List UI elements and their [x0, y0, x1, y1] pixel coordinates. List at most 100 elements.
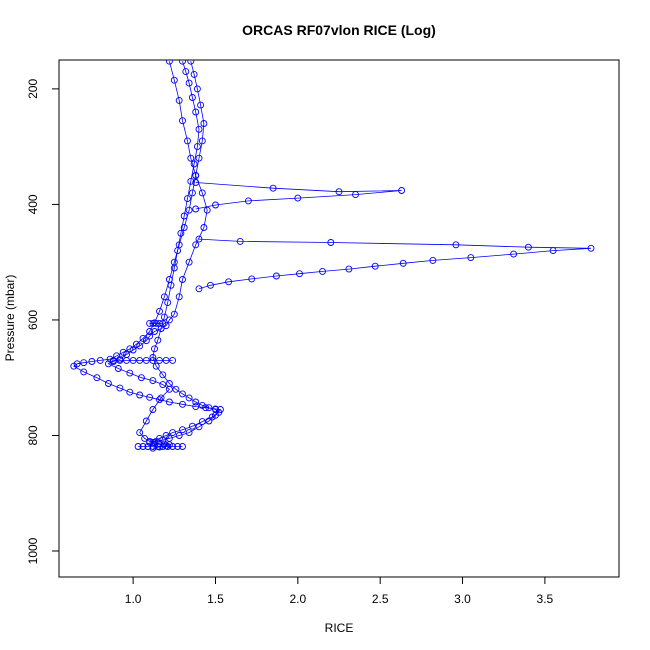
y-axis-label: Pressure (mbar)	[3, 275, 17, 362]
data-point	[113, 352, 121, 360]
data-point	[198, 189, 206, 197]
data-point	[109, 356, 117, 364]
data-point	[179, 400, 186, 408]
chart-title: ORCAS RF07vlon RICE (Log)	[242, 22, 436, 38]
data-point	[142, 356, 150, 364]
data-point	[179, 443, 186, 450]
data-point	[190, 70, 198, 78]
data-point	[116, 384, 124, 392]
data-point	[195, 285, 203, 293]
data-point	[146, 393, 154, 401]
data-point	[193, 85, 201, 93]
series-layer	[70, 60, 595, 452]
data-point	[236, 237, 244, 245]
data-point	[154, 336, 162, 344]
data-point	[192, 108, 200, 116]
y-tick-label: 800	[26, 425, 40, 445]
data-point	[126, 345, 134, 353]
data-point	[170, 310, 178, 318]
data-point	[185, 258, 193, 266]
data-point	[174, 247, 182, 255]
data-point	[192, 179, 200, 186]
data-point	[179, 390, 186, 398]
data-point	[139, 334, 147, 342]
data-point	[179, 60, 186, 65]
data-point	[352, 191, 359, 199]
data-point	[149, 443, 157, 450]
data-point	[146, 332, 154, 340]
data-point	[198, 418, 206, 426]
data-point	[159, 319, 167, 327]
data-point	[244, 197, 252, 205]
data-point	[192, 403, 200, 411]
data-point	[151, 328, 158, 335]
data-point	[137, 374, 145, 382]
data-point	[175, 96, 183, 104]
data-point	[193, 143, 201, 151]
data-point	[159, 381, 167, 389]
data-point	[225, 278, 233, 286]
data-point	[399, 259, 407, 267]
x-tick-label: 2.5	[372, 592, 389, 606]
data-point	[165, 60, 173, 65]
data-point	[179, 426, 186, 434]
data-point	[165, 380, 173, 387]
data-point	[180, 224, 188, 231]
y-tick-label: 200	[26, 79, 40, 99]
data-point	[149, 377, 157, 385]
data-point	[164, 443, 172, 450]
data-point	[212, 201, 219, 209]
data-point	[88, 358, 96, 365]
data-point	[200, 224, 208, 231]
data-point	[524, 243, 532, 251]
data-point	[70, 362, 78, 370]
data-point	[185, 206, 193, 214]
data-point	[192, 241, 200, 249]
data-point	[174, 443, 182, 450]
data-point	[80, 359, 88, 367]
x-tick-label: 3.5	[537, 592, 554, 606]
data-point	[327, 239, 335, 246]
data-point	[126, 369, 134, 377]
data-point	[175, 432, 183, 439]
data-point	[142, 417, 150, 425]
data-point	[184, 137, 191, 145]
data-point	[192, 205, 200, 213]
data-point	[159, 371, 167, 379]
data-point	[116, 356, 124, 364]
series-line	[195, 182, 402, 210]
data-point	[132, 340, 140, 348]
data-point	[510, 250, 518, 258]
data-point	[149, 319, 157, 327]
x-tick-label: 1.5	[207, 592, 224, 606]
x-axis-label: RICE	[325, 621, 354, 635]
data-point	[123, 356, 130, 364]
data-point	[192, 172, 200, 179]
data-point	[182, 68, 190, 76]
data-point	[587, 244, 595, 252]
data-series	[104, 60, 211, 452]
data-point	[93, 374, 101, 382]
data-point	[156, 307, 163, 315]
data-point	[159, 443, 167, 450]
data-point	[170, 264, 178, 272]
y-axis: 200 400 600 800 1000	[26, 79, 60, 564]
data-point	[141, 434, 149, 442]
data-point	[187, 154, 195, 162]
data-point	[106, 355, 114, 363]
data-point	[180, 212, 188, 220]
data-point	[175, 293, 183, 301]
data-point	[104, 360, 112, 368]
data-point	[195, 423, 203, 431]
series-line	[73, 61, 222, 443]
data-point	[157, 394, 165, 402]
data-point	[200, 120, 208, 127]
data-point	[215, 408, 223, 416]
data-point	[144, 443, 152, 450]
data-point	[429, 256, 437, 264]
data-series	[195, 235, 595, 293]
data-point	[119, 348, 127, 356]
data-point	[156, 356, 163, 364]
data-point	[190, 160, 198, 168]
